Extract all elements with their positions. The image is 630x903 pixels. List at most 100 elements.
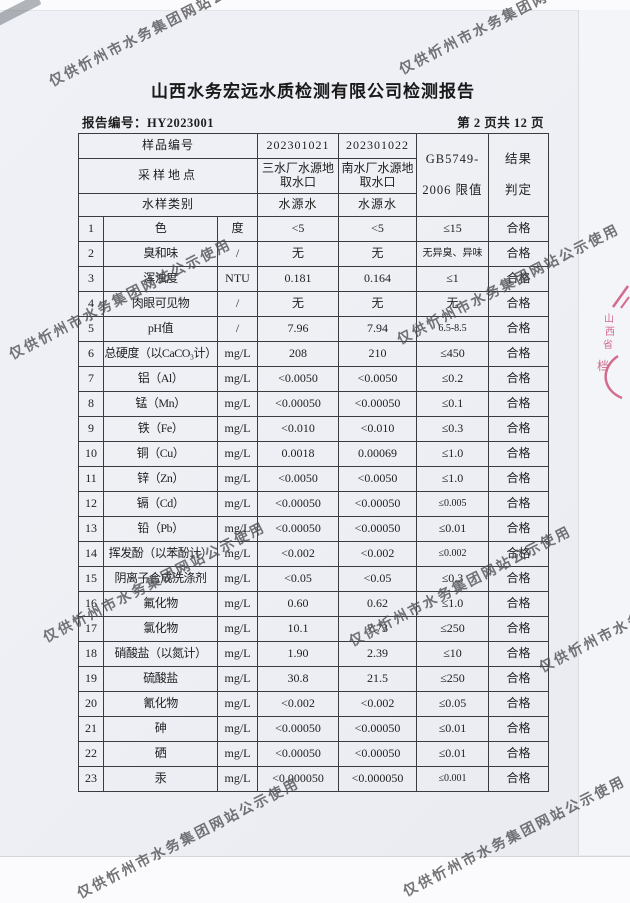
cell-v2: <0.000050 — [338, 766, 417, 792]
cell-result: 合格 — [488, 716, 549, 742]
cell-unit: mg/L — [217, 416, 258, 442]
cell-result: 合格 — [488, 491, 549, 517]
location-2: 南水厂水源地取水口 — [338, 158, 417, 194]
cell-limit: ≤0.01 — [416, 716, 489, 742]
cell-limit: 6.5-8.5 — [416, 316, 489, 342]
cell-v1: 30.8 — [257, 666, 339, 692]
stamp-border-arc — [604, 354, 623, 400]
cell-v1: 0.181 — [257, 266, 339, 292]
table-row: 18 硝酸盐（以氮计） mg/L 1.90 2.39 ≤10 合格 — [78, 641, 549, 667]
cell-limit: ≤0.002 — [416, 541, 489, 567]
cell-limit: ≤0.01 — [416, 741, 489, 767]
cell-result: 合格 — [488, 266, 549, 292]
cell-result: 合格 — [488, 516, 549, 542]
table-row: 2 臭和味 / 无无无异臭、异味 合格 — [78, 241, 549, 267]
cell-item: 锰（Mn） — [103, 391, 218, 417]
cell-item: 汞 — [103, 766, 218, 792]
cell-no: 12 — [78, 491, 104, 517]
cell-v2: <5 — [338, 216, 417, 242]
table-row: 9 铁（Fe） mg/L <0.010 <0.010 ≤0.3 合格 — [78, 416, 549, 442]
cell-v1: 10.1 — [257, 616, 339, 642]
cell-v2: 2.39 — [338, 641, 417, 667]
cell-result: 合格 — [488, 541, 549, 567]
cell-no: 18 — [78, 641, 104, 667]
cell-v2: <0.002 — [338, 541, 417, 567]
cell-item: 铁（Fe） — [103, 416, 218, 442]
cell-unit: mg/L — [217, 466, 258, 492]
cell-limit: ≤250 — [416, 666, 489, 692]
cell-unit: mg/L — [217, 566, 258, 592]
report-number: 报告编号：HY2023001 — [82, 116, 215, 130]
cell-no: 6 — [78, 341, 104, 367]
cell-limit: ≤0.3 — [416, 566, 489, 592]
result-judgement-header: 结果 判定 — [488, 133, 549, 217]
cell-result: 合格 — [488, 391, 549, 417]
table-row: 5 pH值/7.96 7.94 6.5-8.5 合格 — [78, 316, 549, 342]
cell-v2: <0.0050 — [338, 466, 417, 492]
cell-v1: <0.010 — [257, 416, 339, 442]
cell-unit: NTU — [217, 266, 258, 292]
cell-no: 2 — [78, 241, 104, 267]
cell-item: pH值 — [103, 316, 218, 342]
cell-v1: <0.0050 — [257, 366, 339, 392]
cell-unit: mg/L — [217, 691, 258, 717]
page-title: 山西水务宏远水质检测有限公司检测报告 — [151, 82, 475, 101]
cell-item: 肉眼可见物 — [103, 291, 218, 317]
results-table: 样品编号 202301021 202301022 GB5749- 2006 限值… — [78, 133, 549, 792]
cell-result: 合格 — [488, 566, 549, 592]
cell-no: 17 — [78, 616, 104, 642]
cell-no: 14 — [78, 541, 104, 567]
paper-edge — [578, 10, 630, 855]
cell-no: 9 — [78, 416, 104, 442]
cell-v1: 7.96 — [257, 316, 339, 342]
cell-v1: 1.90 — [257, 641, 339, 667]
cell-v2: <0.00050 — [338, 391, 417, 417]
cell-v1: <0.00050 — [257, 716, 339, 742]
cell-limit: ≤10 — [416, 641, 489, 667]
table-row: 23 汞 mg/L <0.000050 <0.000050 ≤0.001 合格 — [78, 766, 549, 792]
cell-unit: mg/L — [217, 766, 258, 792]
cell-item: 阴离子合成洗涤剂 — [103, 566, 218, 592]
cell-v2: <0.0050 — [338, 366, 417, 392]
result-header-line2: 判定 — [504, 183, 532, 198]
cell-unit: mg/L — [217, 441, 258, 467]
report-meta-row: 报告编号：HY2023001 第 2 页共 12 页 — [82, 112, 544, 131]
cell-result: 合格 — [488, 666, 549, 692]
cell-item: 氯化物 — [103, 616, 218, 642]
table-row: 19 硫酸盐 mg/L 30.8 21.5 ≤250 合格 — [78, 666, 549, 692]
cell-limit: ≤15 — [416, 216, 489, 242]
cell-limit: ≤0.05 — [416, 691, 489, 717]
cell-limit: ≤1 — [416, 266, 489, 292]
water-type-1: 水源水 — [257, 193, 339, 217]
cell-item: 镉（Cd） — [103, 491, 218, 517]
cell-unit: mg/L — [217, 741, 258, 767]
cell-item: 砷 — [103, 716, 218, 742]
cell-result: 合格 — [488, 291, 549, 317]
cell-unit: mg/L — [217, 366, 258, 392]
cell-limit: ≤1.0 — [416, 466, 489, 492]
cell-v2: 21.5 — [338, 666, 417, 692]
cell-v2: 无 — [338, 291, 417, 317]
cell-limit: ≤0.001 — [416, 766, 489, 792]
cell-v1: 0.60 — [257, 591, 339, 617]
cell-item: 铝（Al） — [103, 366, 218, 392]
cell-no: 7 — [78, 366, 104, 392]
cell-v1: <0.00050 — [257, 391, 339, 417]
cell-v1: 208 — [257, 341, 339, 367]
cell-result: 合格 — [488, 591, 549, 617]
cell-v1: <0.0050 — [257, 466, 339, 492]
sample-id-1: 202301021 — [257, 133, 339, 159]
gb-limit-header: GB5749- 2006 限值 — [416, 133, 489, 217]
cell-v2: <0.00050 — [338, 516, 417, 542]
cell-no: 20 — [78, 691, 104, 717]
cell-no: 22 — [78, 741, 104, 767]
cell-unit: mg/L — [217, 391, 258, 417]
water-type-2: 水源水 — [338, 193, 417, 217]
archive-stamp: 山 西 省 档 — [597, 285, 630, 400]
cell-no: 23 — [78, 766, 104, 792]
cell-v1: <0.000050 — [257, 766, 339, 792]
cell-no: 19 — [78, 666, 104, 692]
cell-no: 13 — [78, 516, 104, 542]
stamp-mark — [620, 296, 630, 309]
cell-unit: 度 — [217, 216, 258, 242]
